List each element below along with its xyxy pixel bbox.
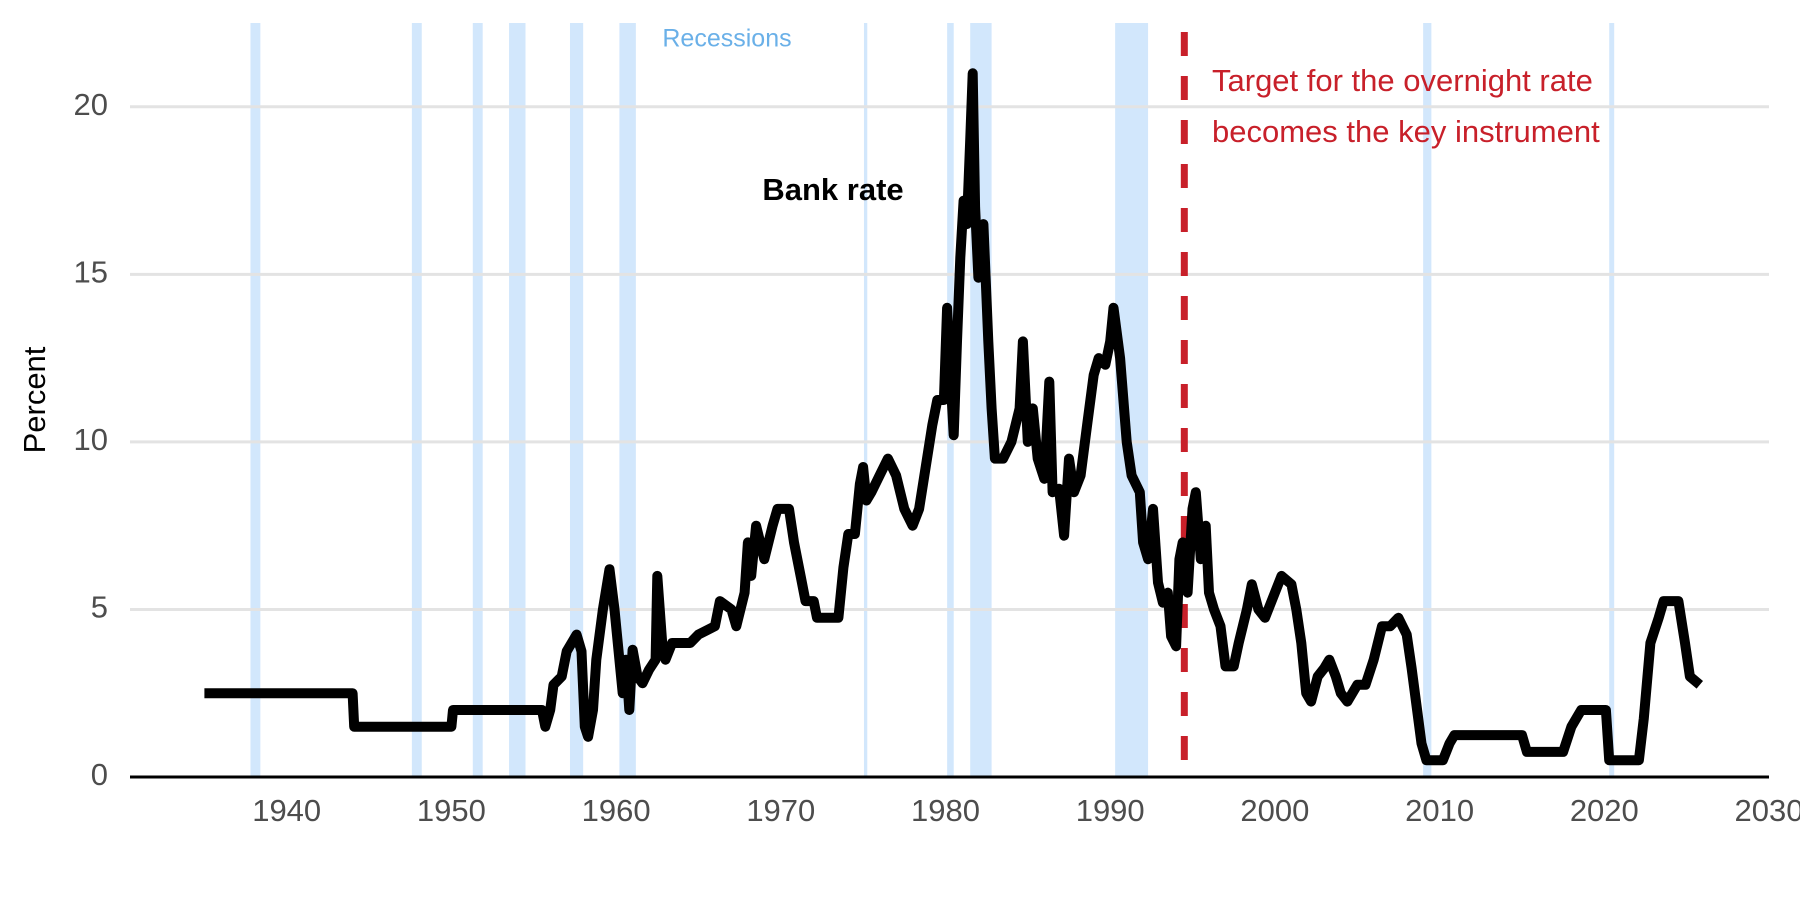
x-tick-label: 2030 — [1735, 793, 1800, 828]
recession-bands — [250, 23, 1615, 777]
recession-band — [250, 23, 261, 777]
x-tick-label: 1980 — [911, 793, 980, 828]
y-axis-label: Percent — [17, 346, 52, 453]
y-tick-label: 5 — [91, 590, 108, 625]
series-line — [204, 68, 1704, 766]
x-tick-label: 2020 — [1570, 793, 1639, 828]
series-label: Bank rate — [762, 172, 903, 207]
recession-band — [1423, 23, 1432, 777]
x-tick-label: 1940 — [252, 793, 321, 828]
x-tick-label: 1960 — [582, 793, 651, 828]
x-tick-label: 1950 — [417, 793, 486, 828]
x-tick-label: 1990 — [1076, 793, 1145, 828]
x-tick-label: 2010 — [1405, 793, 1474, 828]
recession-label: Recessions — [662, 25, 791, 53]
x-tick-label: 2000 — [1240, 793, 1309, 828]
x-tick-label: 1970 — [746, 793, 815, 828]
y-tick-label: 15 — [74, 255, 108, 290]
grid — [130, 105, 1769, 611]
y-tick-label: 10 — [74, 422, 108, 457]
recession-band — [509, 23, 526, 777]
target-note: becomes the key instrument — [1212, 114, 1600, 149]
target-note: Target for the overnight rate — [1212, 63, 1593, 98]
recession-band — [1609, 23, 1615, 777]
recession-band — [569, 23, 584, 777]
y-tick-label: 20 — [74, 87, 108, 122]
recession-band — [619, 23, 636, 777]
recession-band — [472, 23, 483, 777]
recession-band — [411, 23, 422, 777]
recession-band — [863, 23, 868, 777]
y-tick-label: 0 — [91, 757, 108, 792]
